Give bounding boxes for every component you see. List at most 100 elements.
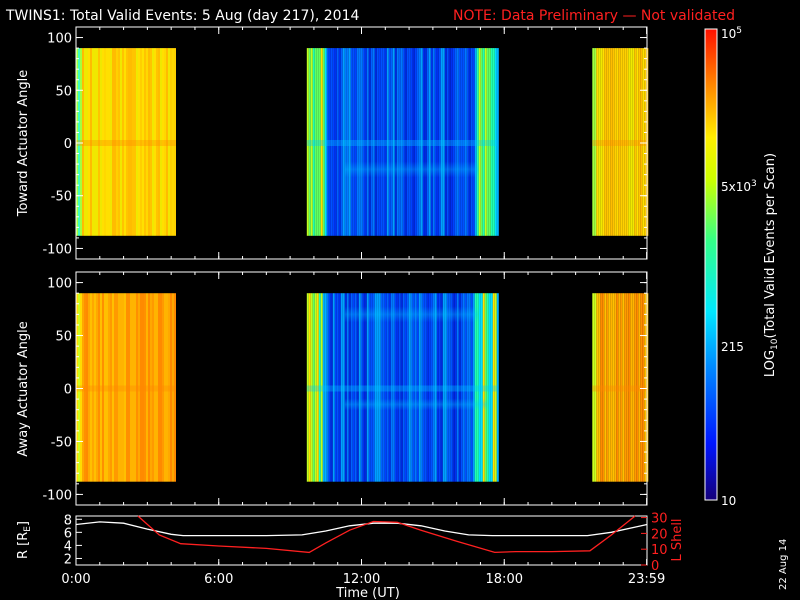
heatmap-cell	[456, 293, 459, 482]
heatmap-cell	[372, 48, 375, 236]
heatmap-cell	[162, 293, 164, 482]
heatmap-cell	[120, 48, 122, 236]
heatmap-cell	[612, 293, 615, 482]
heatmap-cell	[466, 293, 469, 482]
heatmap-cell	[416, 48, 419, 236]
heatmap-cell	[346, 48, 349, 236]
heatmap-cell	[88, 293, 90, 482]
heatmap-cell	[480, 293, 483, 482]
y-tick-label: -50	[51, 190, 72, 205]
heatmap-cell	[80, 293, 82, 482]
heatmap-cell	[440, 293, 443, 482]
heatmap-cell	[88, 48, 90, 236]
heatmap-cell	[154, 48, 156, 236]
heatmap-cell	[442, 48, 445, 236]
heatmap-cell	[394, 293, 397, 482]
heatmap-cell	[342, 293, 345, 482]
heatmap-cell	[148, 48, 150, 236]
colorbar-tick-mid-high-base: 5x10	[721, 180, 751, 194]
heatmap-cell	[604, 48, 607, 236]
heatmap-cell	[136, 293, 138, 482]
heatmap-cell	[314, 293, 317, 482]
heatmap-cell	[84, 48, 86, 236]
colorbar-label-sub: 10	[770, 338, 780, 350]
heatmap-cell	[170, 48, 172, 236]
heatmap-cell	[108, 48, 110, 236]
heatmap-cell	[76, 293, 78, 482]
heatmap-cell	[352, 48, 355, 236]
heatmap-cell	[364, 48, 367, 236]
orbit-ylabel-left: R [RE]	[16, 521, 33, 559]
heatmap-cell	[378, 293, 381, 482]
heatmap-cell	[444, 48, 447, 236]
heatmap-cell	[632, 48, 635, 236]
heatmap-cell	[120, 293, 122, 482]
heatmap-cell	[470, 293, 473, 482]
heatmap-cell	[104, 48, 106, 236]
heatmap-cell	[128, 293, 130, 482]
heatmap-cell	[438, 48, 441, 236]
heatmap-cell	[350, 48, 353, 236]
heatmap-cell	[440, 48, 443, 236]
heatmap-cell	[476, 293, 479, 482]
heatmap-cell	[142, 293, 144, 482]
heatmap-cell	[432, 48, 435, 236]
heatmap-segment-2	[592, 293, 649, 482]
heatmap-cell	[358, 293, 361, 482]
heatmap-cell	[438, 293, 441, 482]
heatmap-cell	[360, 48, 363, 236]
heatmap-cell	[114, 48, 116, 236]
heatmap-cell	[622, 48, 625, 236]
colorbar-label-prefix: LOG	[763, 350, 778, 377]
heatmap-cell	[138, 48, 140, 236]
x-tick-label: 23:59	[628, 572, 665, 587]
heatmap-cell	[452, 48, 455, 236]
secondary-band	[344, 161, 478, 178]
heatmap-cell	[118, 293, 120, 482]
heatmap-cell	[412, 48, 415, 236]
heatmap-cell	[354, 48, 357, 236]
heatmap-cell	[312, 48, 315, 236]
heatmap-cell	[452, 293, 455, 482]
heatmap-cell	[308, 48, 311, 236]
heatmap-cell	[606, 293, 609, 482]
heatmap-cell	[166, 48, 168, 236]
heatmap-cell	[86, 293, 88, 482]
heatmap-cell	[390, 48, 393, 236]
heatmap-cell	[310, 293, 313, 482]
heatmap-cell	[110, 48, 112, 236]
heatmap-cell	[344, 293, 347, 482]
heatmap-cell	[94, 48, 96, 236]
heatmap-cell	[86, 48, 88, 236]
heatmap-cell	[410, 48, 413, 236]
heatmap-cell	[458, 48, 461, 236]
heatmap-cell	[314, 48, 317, 236]
heatmap-cell	[426, 48, 429, 236]
heatmap-cell	[174, 293, 176, 482]
heatmap-cell	[476, 48, 479, 236]
heatmap-cell	[150, 293, 152, 482]
heatmap-cell	[434, 48, 437, 236]
heatmap-cell	[156, 293, 158, 482]
heatmap-cell	[494, 48, 497, 236]
heatmap-cell	[614, 48, 617, 236]
heatmap-cell	[640, 48, 643, 236]
heatmap-cell	[428, 293, 431, 482]
heatmap-cell	[600, 293, 603, 482]
heatmap-cell	[454, 293, 457, 482]
heatmap-cell	[114, 293, 116, 482]
orbit-ylabel-right: L Shell	[670, 518, 685, 561]
heatmap-cell	[492, 293, 495, 482]
heatmap-cell	[322, 293, 325, 482]
heatmap-cell	[96, 48, 98, 236]
heatmap-cell	[336, 48, 339, 236]
heatmap-cell	[484, 48, 487, 236]
heatmap-cell	[472, 293, 475, 482]
heatmap-cell	[628, 48, 631, 236]
heatmap-cell	[382, 293, 385, 482]
colorbar-tick-mid-low: 215	[721, 340, 744, 354]
heatmap-cell	[158, 293, 160, 482]
heatmap-cell	[332, 293, 335, 482]
heatmap-cell	[420, 293, 423, 482]
heatmap-cell	[450, 293, 453, 482]
